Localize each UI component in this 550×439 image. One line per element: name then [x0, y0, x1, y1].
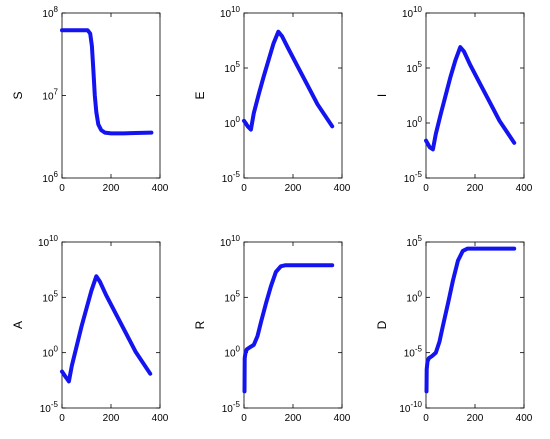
- y-tick-label: 100: [42, 345, 58, 360]
- series-line: [424, 45, 517, 152]
- y-tick-label: 1010: [220, 234, 241, 249]
- y-axis-label: I: [375, 94, 389, 97]
- x-tick-label: 400: [334, 183, 351, 194]
- y-axis-label: A: [11, 321, 25, 329]
- axes-frame: [425, 241, 525, 409]
- x-tick-label: 0: [423, 183, 429, 194]
- series-line: [60, 28, 154, 136]
- y-tick-label: 100: [224, 115, 240, 130]
- x-tick-label: 200: [467, 183, 484, 194]
- axes-frame: [425, 12, 525, 179]
- y-tick-label: 10-5: [222, 400, 241, 415]
- x-tick-label: 0: [423, 413, 429, 424]
- y-tick-label: 105: [224, 60, 240, 75]
- y-tick-label: 10-5: [404, 170, 423, 185]
- subplot-D: 0 200 400 10-10 10-5 100 105 D: [375, 234, 533, 424]
- x-tick-label: 200: [103, 183, 120, 194]
- subplot-A: 0 200 400 10-5 100 105 1010 A: [11, 234, 169, 424]
- x-tick-label: 0: [59, 183, 65, 194]
- y-axis-label: E: [193, 91, 207, 99]
- series-line: [60, 274, 153, 384]
- y-tick-label: 106: [42, 170, 58, 185]
- y-tick-label: 100: [406, 115, 422, 130]
- y-tick-label: 105: [42, 289, 58, 304]
- y-tick-label: 100: [224, 345, 240, 360]
- x-tick-label: 400: [152, 413, 169, 424]
- subplot-I: 0 200 400 10-5 100 105 1010 I: [375, 5, 533, 194]
- y-axis-label: R: [193, 320, 207, 329]
- x-tick-label: 0: [241, 183, 247, 194]
- y-tick-label: 105: [224, 289, 240, 304]
- series-line: [242, 29, 335, 132]
- x-tick-label: 200: [285, 413, 302, 424]
- y-tick-label: 10-5: [40, 400, 59, 415]
- y-tick-label: 1010: [38, 234, 59, 249]
- y-tick-label: 105: [406, 60, 422, 75]
- y-tick-label: 10-5: [222, 170, 241, 185]
- x-tick-label: 400: [516, 413, 533, 424]
- y-tick-label: 1010: [220, 5, 241, 20]
- y-tick-label: 107: [42, 88, 58, 103]
- x-tick-label: 400: [152, 183, 169, 194]
- series-line: [424, 246, 517, 394]
- x-tick-label: 400: [516, 183, 533, 194]
- y-axis-label: D: [375, 320, 389, 329]
- y-tick-label: 100: [406, 289, 422, 304]
- axes-frame: [61, 12, 161, 179]
- y-tick-label: 1010: [402, 5, 423, 20]
- x-tick-label: 0: [59, 413, 65, 424]
- x-tick-label: 0: [241, 413, 247, 424]
- y-tick-label: 10-10: [399, 400, 422, 415]
- subplot-R: 0 200 400 10-5 100 105 1010 R: [193, 234, 351, 424]
- y-tick-label: 108: [42, 5, 58, 20]
- subplot-S: 0 200 400 106 107 108 S: [11, 5, 169, 194]
- subplot-E: 0 200 400 10-5 100 105 1010 E: [193, 5, 351, 194]
- axes-frame: [61, 241, 161, 409]
- series-line: [242, 263, 335, 394]
- y-tick-label: 105: [406, 234, 422, 249]
- x-tick-label: 200: [285, 183, 302, 194]
- x-tick-label: 200: [103, 413, 120, 424]
- x-tick-label: 400: [334, 413, 351, 424]
- y-axis-label: S: [11, 91, 25, 99]
- y-tick-label: 10-5: [404, 345, 423, 360]
- x-tick-label: 200: [467, 413, 484, 424]
